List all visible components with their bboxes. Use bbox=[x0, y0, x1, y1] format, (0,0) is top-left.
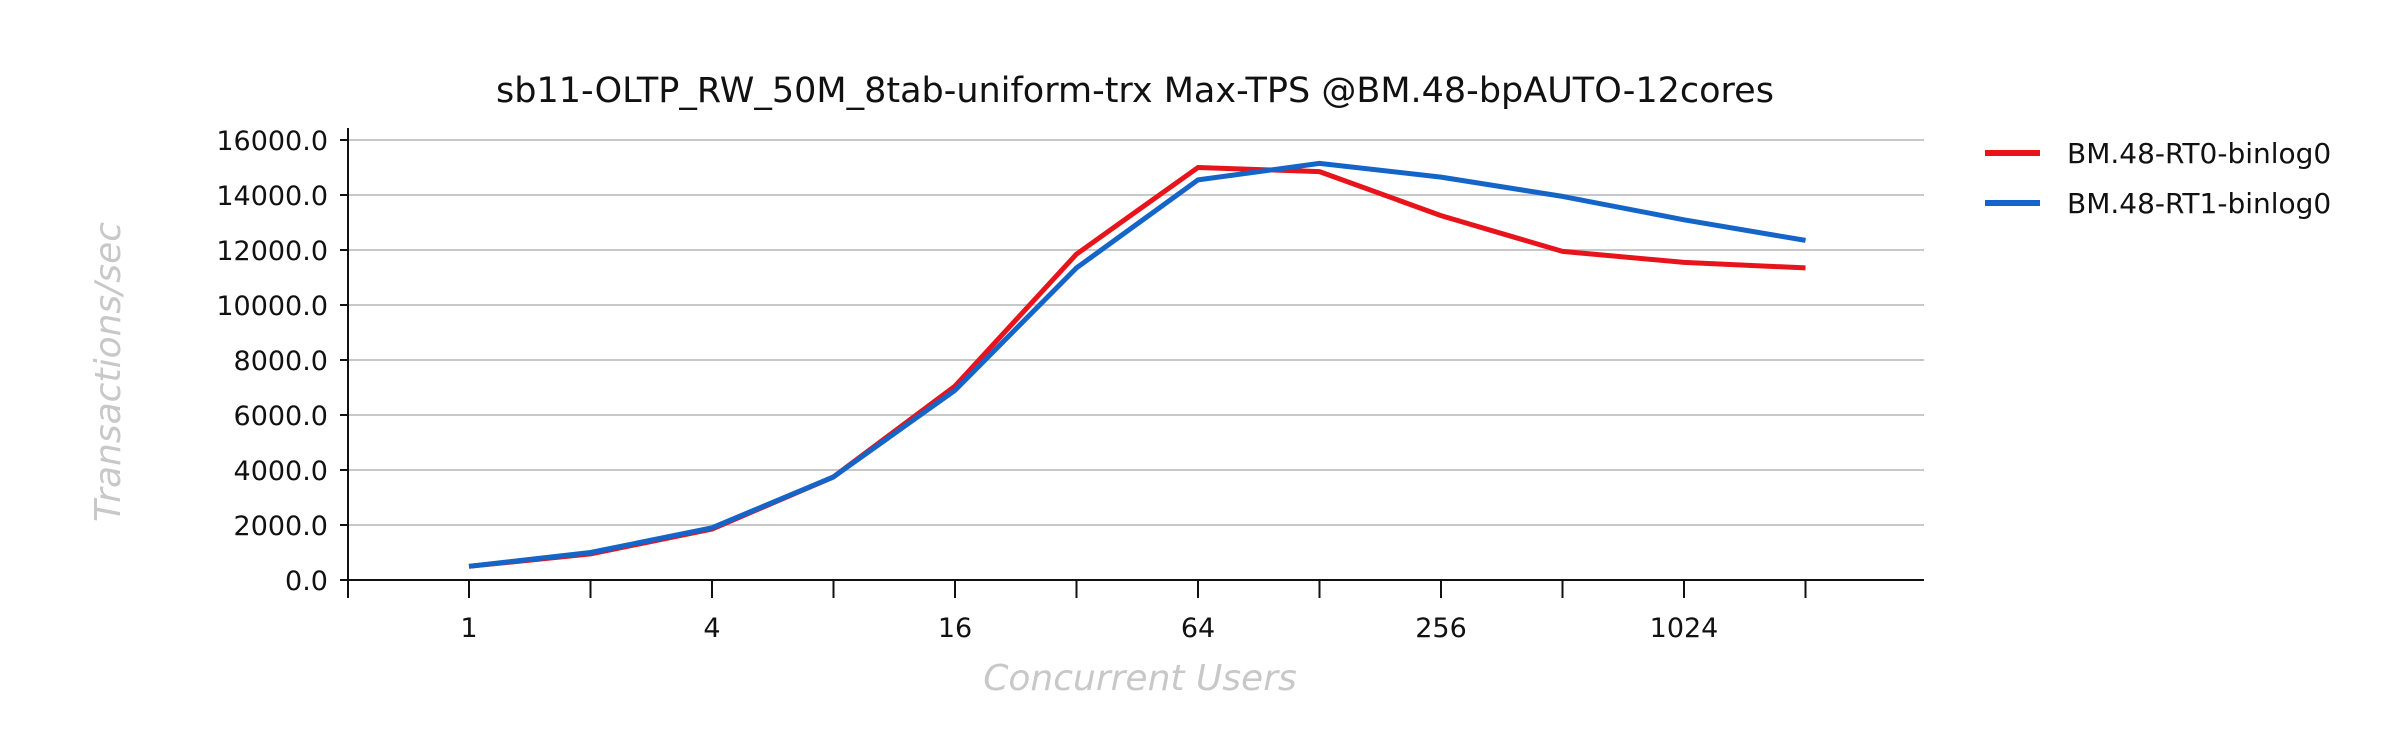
chart-title: sb11-OLTP_RW_50M_8tab-uniform-trx Max-TP… bbox=[496, 71, 1774, 111]
x-tick-label: 256 bbox=[1415, 613, 1467, 644]
x-tick-labels: 1 4 16 64 256 1024 bbox=[460, 613, 1718, 644]
y-tick-labels: 0.0 2000.0 4000.0 6000.0 8000.0 10000.0 12000.… bbox=[216, 126, 328, 597]
axes bbox=[347, 128, 1924, 598]
y-tick-label: 10000.0 bbox=[216, 291, 328, 322]
legend-label: BM.48-RT1-binlog0 bbox=[2067, 187, 2331, 220]
x-tick-label: 4 bbox=[703, 613, 720, 644]
x-tick-label: 1024 bbox=[1650, 613, 1719, 644]
series-group bbox=[468, 160, 1806, 569]
y-tick-label: 14000.0 bbox=[216, 181, 328, 212]
y-tick-label: 2000.0 bbox=[234, 511, 328, 542]
x-tick-label: 1 bbox=[460, 613, 477, 644]
grid bbox=[340, 139, 1924, 581]
x-tick-label: 16 bbox=[938, 613, 972, 644]
x-tick-label: 64 bbox=[1181, 613, 1215, 644]
y-tick-label: 4000.0 bbox=[234, 456, 328, 487]
y-tick-label: 6000.0 bbox=[234, 401, 328, 432]
y-tick-label: 8000.0 bbox=[234, 346, 328, 377]
x-axis-title: Concurrent Users bbox=[983, 658, 1297, 699]
y-tick-label: 12000.0 bbox=[216, 236, 328, 267]
series-line-BM.48-RT1-binlog0 bbox=[468, 160, 1806, 569]
series-line-BM.48-RT0-binlog0 bbox=[468, 165, 1806, 569]
y-tick-label: 16000.0 bbox=[216, 126, 328, 157]
legend: BM.48-RT0-binlog0 BM.48-RT1-binlog0 bbox=[1985, 137, 2331, 220]
legend-label: BM.48-RT0-binlog0 bbox=[2067, 137, 2331, 170]
y-tick-label: 0.0 bbox=[285, 566, 328, 597]
y-axis-title: Transactions/sec bbox=[88, 222, 129, 522]
